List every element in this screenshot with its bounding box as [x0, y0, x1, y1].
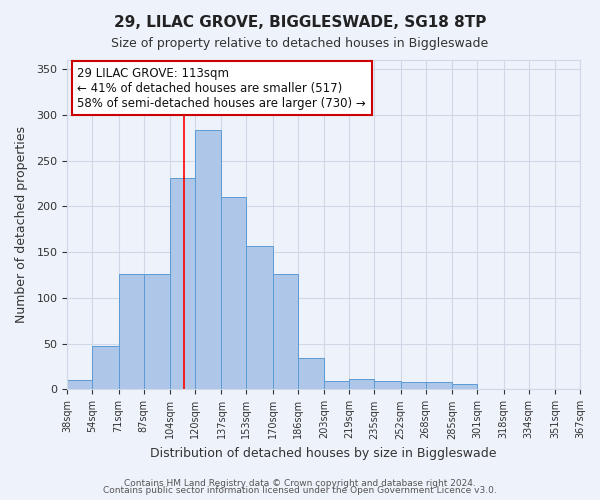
Text: Contains public sector information licensed under the Open Government Licence v3: Contains public sector information licen… — [103, 486, 497, 495]
Bar — [92, 346, 119, 390]
Bar — [401, 382, 425, 390]
Bar — [170, 178, 195, 390]
Bar — [195, 130, 221, 390]
Y-axis label: Number of detached properties: Number of detached properties — [15, 126, 28, 323]
Bar — [247, 246, 273, 390]
Bar — [119, 274, 143, 390]
Bar — [298, 358, 325, 390]
Text: 29, LILAC GROVE, BIGGLESWADE, SG18 8TP: 29, LILAC GROVE, BIGGLESWADE, SG18 8TP — [114, 15, 486, 30]
Text: Contains HM Land Registry data © Crown copyright and database right 2024.: Contains HM Land Registry data © Crown c… — [124, 478, 476, 488]
Bar — [325, 381, 349, 390]
Bar — [349, 380, 374, 390]
Bar — [555, 388, 580, 390]
Bar — [67, 380, 92, 390]
Text: 29 LILAC GROVE: 113sqm
← 41% of detached houses are smaller (517)
58% of semi-de: 29 LILAC GROVE: 113sqm ← 41% of detached… — [77, 66, 366, 110]
X-axis label: Distribution of detached houses by size in Biggleswade: Distribution of detached houses by size … — [151, 447, 497, 460]
Text: Size of property relative to detached houses in Biggleswade: Size of property relative to detached ho… — [112, 38, 488, 51]
Bar — [374, 381, 401, 390]
Bar — [273, 274, 298, 390]
Bar — [221, 198, 247, 390]
Bar — [143, 274, 170, 390]
Bar — [425, 382, 452, 390]
Bar — [452, 384, 477, 390]
